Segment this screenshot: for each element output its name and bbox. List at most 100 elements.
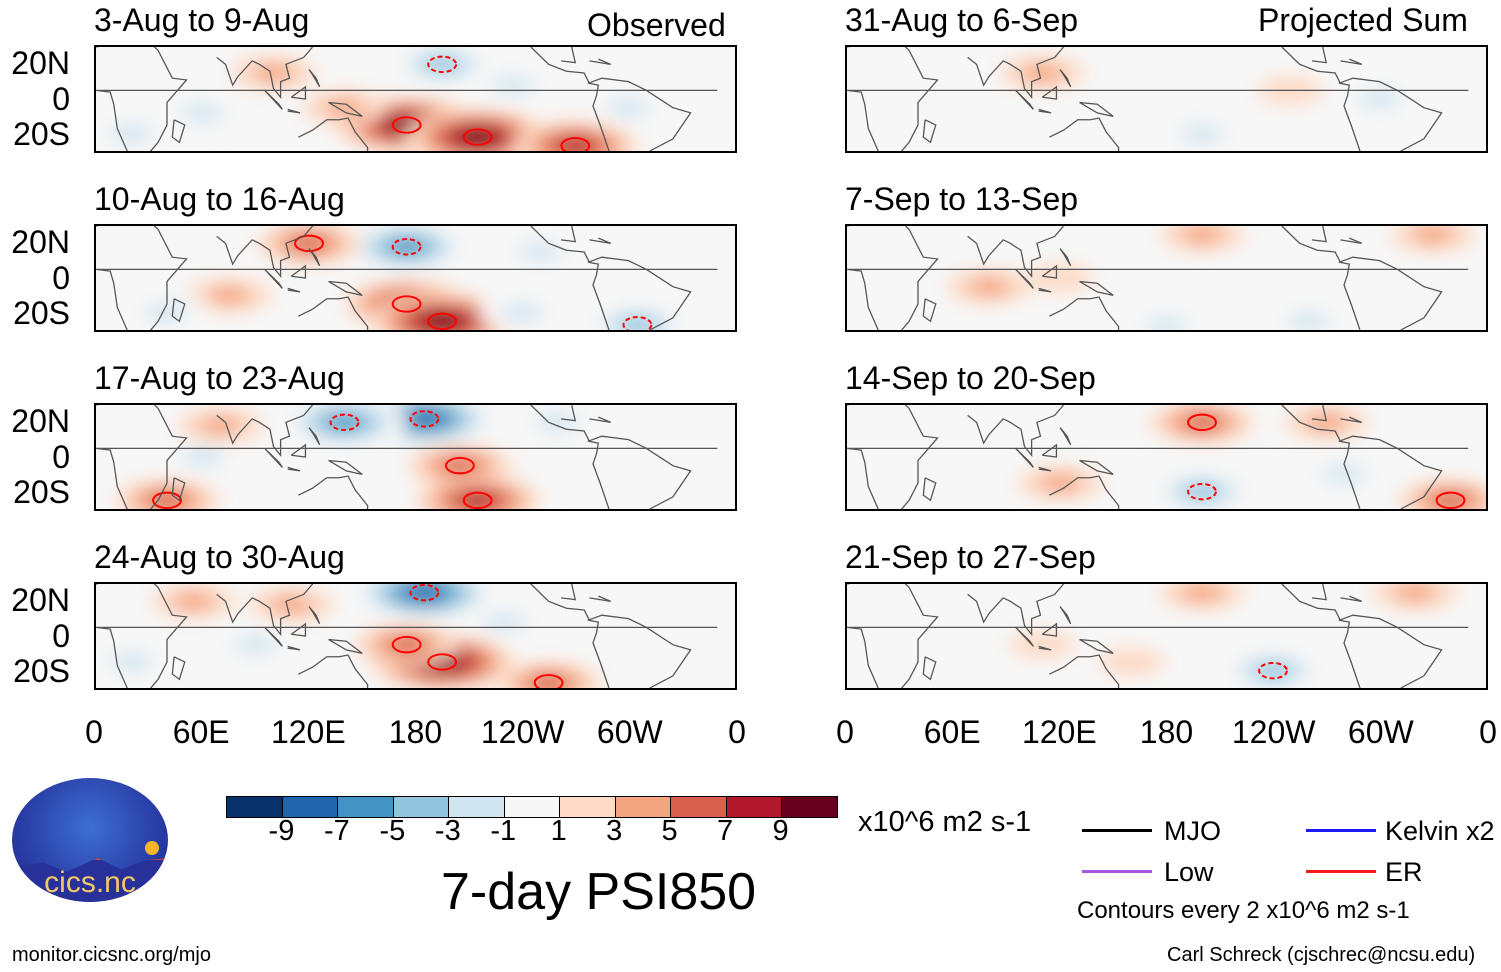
anomaly-blob: [1183, 414, 1221, 431]
coastline: [922, 119, 937, 144]
coastline: [1340, 237, 1363, 244]
anomaly-blob: [388, 636, 426, 653]
coastline: [1041, 85, 1058, 100]
anomaly-blob: [1254, 662, 1292, 679]
anomaly-blob: [1394, 584, 1436, 602]
anomaly-blob: [1145, 317, 1188, 330]
coastline: [1079, 459, 1114, 475]
er-contour: [391, 295, 422, 313]
anomaly-blob: [1358, 89, 1401, 109]
lat-label: 0: [52, 618, 70, 654]
anomaly-blob: [407, 411, 442, 427]
colorbar-label: -7: [324, 815, 350, 847]
coastline: [1015, 268, 1034, 289]
low-line: [1082, 870, 1152, 873]
er-contour: [533, 674, 564, 688]
anomaly-map-panel: [94, 45, 737, 153]
anomaly-blob: [460, 129, 495, 145]
anomaly-blob: [501, 303, 543, 322]
anomaly-blob: [407, 585, 442, 601]
er-contour: [391, 238, 422, 256]
lon-label: 120W: [480, 714, 565, 750]
anomaly-blob: [252, 63, 295, 83]
anomaly-blob: [885, 84, 951, 114]
coastline: [1041, 622, 1058, 637]
coastline: [1059, 427, 1072, 446]
lat-label: 20S: [13, 474, 70, 510]
er-contour: [462, 128, 493, 146]
anomaly-blob: [181, 103, 224, 122]
coastline: [298, 117, 369, 151]
panel-title: 21-Sep to 27-Sep: [845, 539, 1096, 575]
coastline: [1038, 287, 1052, 293]
colorbar-swatch: [449, 797, 505, 817]
er-contour: [560, 137, 591, 151]
colorbar-swatch: [282, 797, 339, 817]
contour-note: Contours every 2 x10^6 m2 s-1: [1077, 897, 1410, 924]
coastline: [328, 101, 363, 117]
anomaly-blob: [208, 286, 250, 305]
lat-label: 0: [52, 439, 70, 475]
coastline: [298, 296, 369, 330]
coastline: [922, 656, 937, 681]
anomaly-blob: [425, 313, 460, 329]
er-contour: [152, 491, 182, 509]
coastline: [1038, 645, 1052, 651]
coastline: [1041, 443, 1058, 458]
colorbar-label: -3: [434, 815, 461, 847]
anomaly-blob: [389, 239, 425, 255]
anomaly-blob: [1222, 272, 1289, 301]
er-contour: [427, 653, 458, 671]
panel-title: 10-Aug to 16-Aug: [94, 181, 345, 217]
coastline: [171, 477, 186, 502]
lat-label: 20N: [11, 582, 70, 618]
coastline: [1311, 47, 1328, 64]
colorbar-swatch: [504, 797, 561, 817]
coastline: [308, 427, 321, 446]
coastline: [298, 475, 369, 509]
coastline: [847, 226, 1469, 330]
coastline: [1340, 416, 1363, 423]
colorbar-swatch: [671, 797, 727, 817]
anomaly-blob: [1098, 67, 1164, 96]
anomaly-blob: [327, 414, 362, 430]
anomaly-blob: [557, 138, 593, 151]
coastline: [560, 226, 577, 243]
coastline: [847, 405, 1469, 509]
coastline: [1049, 117, 1120, 151]
anomaly-blob: [1181, 124, 1223, 143]
coastline: [1049, 475, 1120, 509]
lon-label: 0: [85, 714, 103, 750]
colorbar-swatch: [782, 797, 838, 817]
er-contour: [391, 116, 422, 134]
coastline: [264, 268, 283, 289]
coastline: [96, 584, 718, 688]
er-contour: [444, 457, 475, 475]
colorbar: [226, 796, 838, 818]
coastline: [967, 226, 1065, 279]
anomaly-map-panel: [94, 403, 737, 511]
colorbar-swatch: [227, 797, 283, 817]
anomaly-blob: [1411, 226, 1454, 244]
coastline: [1015, 626, 1034, 647]
coastline: [967, 47, 1065, 100]
lon-label: 60E: [923, 714, 981, 750]
anomaly-blob: [1287, 312, 1330, 330]
lon-label: 180: [388, 714, 443, 750]
footer-url[interactable]: monitor.cicsnc.org/mjo: [12, 944, 211, 966]
coastline: [1059, 69, 1072, 88]
anomaly-blob: [1323, 465, 1365, 484]
lon-label: 0: [1479, 714, 1497, 750]
lat-label: 0: [52, 81, 70, 117]
anomaly-blob: [518, 242, 561, 262]
coastline: [1338, 77, 1443, 151]
coastline: [589, 237, 612, 244]
lon-label: 180: [1139, 714, 1194, 750]
colorbar-swatch: [615, 797, 672, 817]
coastline: [216, 226, 314, 279]
coastline: [171, 298, 186, 323]
coastline: [587, 435, 692, 509]
coastline: [308, 248, 321, 267]
coastline: [1059, 606, 1072, 625]
projected-label: Projected Sum: [1258, 2, 1468, 38]
